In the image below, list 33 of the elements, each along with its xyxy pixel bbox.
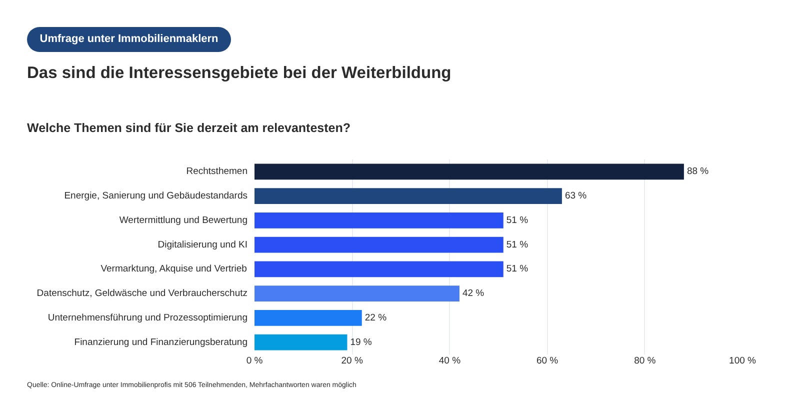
y-tick-label: Energie, Sanierung und Gebäudestandards	[64, 190, 248, 202]
bar	[254, 236, 504, 253]
x-tick-label: 0 %	[246, 356, 264, 366]
x-tick-label: 20 %	[341, 356, 364, 366]
chart-title: Das sind die Interessensgebiete bei der Weiterbildung	[27, 63, 452, 84]
y-tick-label: Rechtsthemen	[186, 166, 248, 178]
x-tick-label: 60 %	[536, 356, 559, 366]
bar	[254, 310, 362, 326]
data-label: 51 %	[506, 239, 529, 250]
bar	[254, 261, 504, 278]
y-tick-label: Vermarktung, Akquise und Vertrieb	[100, 264, 247, 275]
x-tick-label: 80 %	[634, 356, 656, 366]
data-label: 88 %	[686, 166, 710, 178]
bar	[254, 334, 348, 350]
data-label: 42 %	[462, 288, 485, 300]
y-tick-label: Wertermittlung und Bewertung	[119, 214, 248, 226]
y-tick-label: Finanzierung und Finanzierungsberatung	[74, 336, 248, 348]
data-label: 51 %	[506, 264, 529, 275]
data-label: 63 %	[564, 190, 588, 202]
bar	[254, 188, 562, 204]
x-tick-label: 100 %	[729, 356, 757, 366]
chart-subtitle: Welche Themen sind für Sie derzeit am relevantesten?	[27, 120, 350, 136]
bar	[254, 212, 504, 228]
bar	[254, 286, 460, 302]
bar	[254, 164, 684, 180]
y-tick-label: Unternehmensführung und Prozessoptimierung	[48, 312, 248, 324]
data-label: 22 %	[364, 312, 388, 324]
y-tick-label: Digitalisierung und KI	[158, 239, 248, 250]
data-label: 51 %	[506, 214, 529, 226]
text: Umfrage unter Immobilienmaklern	[27, 27, 231, 52]
x-tick-label: 40 %	[438, 356, 462, 366]
y-tick-label: Datenschutz, Geldwäsche und Verbraucherschutz	[36, 288, 248, 300]
data-label: 19 %	[350, 336, 372, 348]
